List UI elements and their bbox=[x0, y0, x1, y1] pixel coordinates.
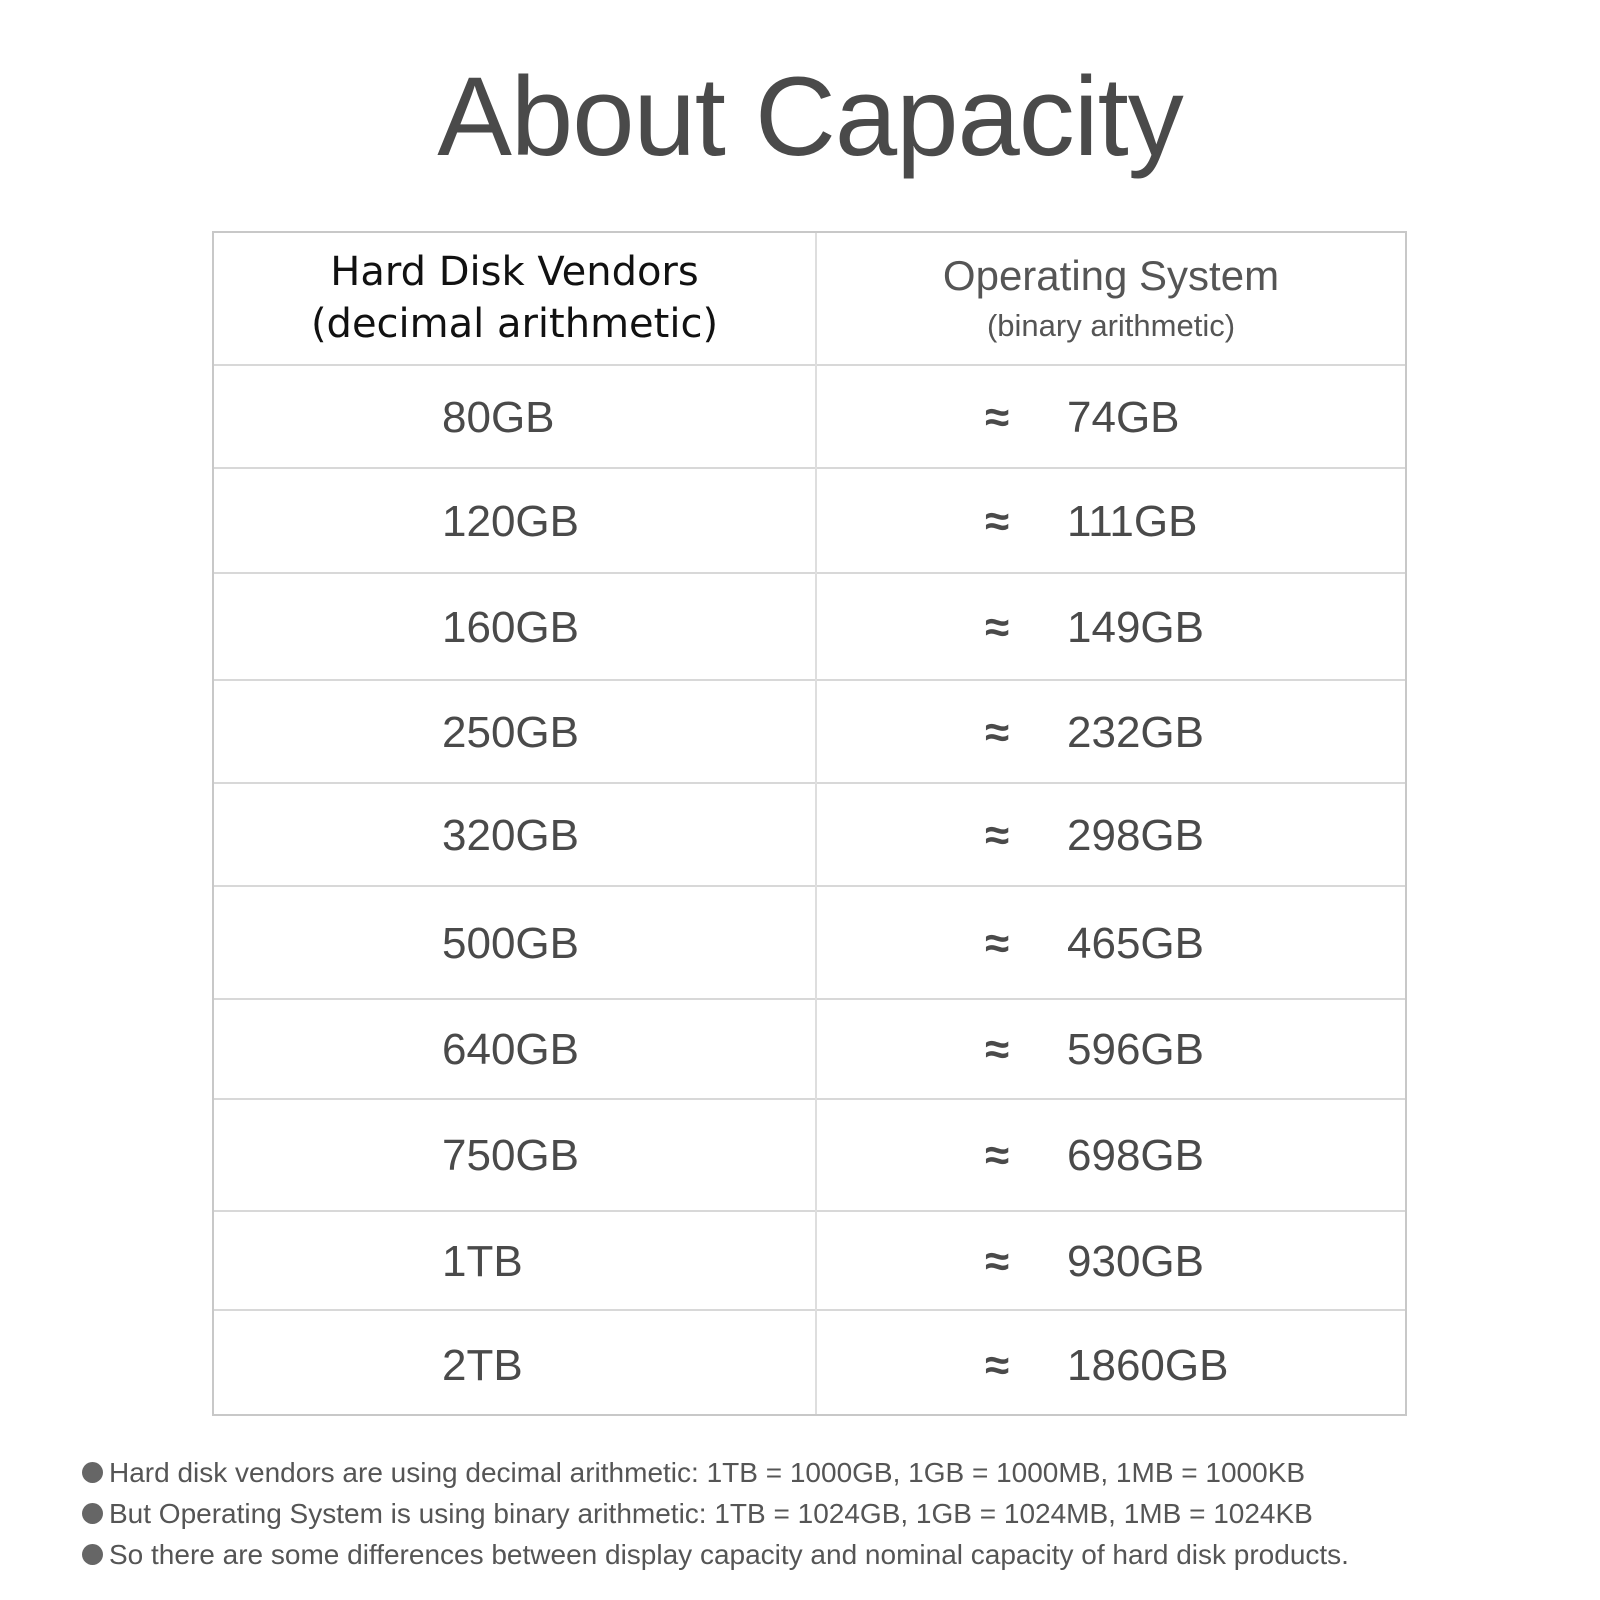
table-row: 640GB ≈596GB bbox=[214, 998, 1405, 1100]
approx-icon: ≈ bbox=[985, 1236, 1010, 1286]
note-item: But Operating System is using binary ari… bbox=[82, 1493, 1349, 1534]
approx-icon: ≈ bbox=[985, 810, 1010, 860]
approx-icon: ≈ bbox=[985, 1025, 1010, 1074]
capacity-table: Hard Disk Vendors (decimal arithmetic) O… bbox=[212, 231, 1407, 1416]
vendor-cell: 640GB bbox=[214, 1000, 815, 1100]
os-capacity: 596GB bbox=[1067, 1025, 1204, 1074]
bullet-icon bbox=[82, 1462, 103, 1483]
header-vendors-title: Hard Disk Vendors bbox=[330, 248, 699, 295]
vendor-capacity: 80GB bbox=[442, 392, 555, 442]
approx-icon: ≈ bbox=[985, 1131, 1010, 1180]
header-os-title: Operating System bbox=[942, 251, 1280, 299]
os-cell: ≈232GB bbox=[817, 681, 1405, 784]
vendor-cell: 160GB bbox=[214, 574, 815, 681]
table-row: 1TB ≈930GB bbox=[214, 1210, 1405, 1311]
vendor-cell: 80GB bbox=[214, 366, 815, 469]
note-text: But Operating System is using binary ari… bbox=[109, 1497, 1313, 1529]
approx-icon: ≈ bbox=[985, 1340, 1010, 1390]
vendor-cell: 750GB bbox=[214, 1100, 815, 1212]
os-capacity: 149GB bbox=[1067, 602, 1204, 652]
os-cell: ≈111GB bbox=[817, 469, 1405, 574]
os-capacity: 698GB bbox=[1067, 1131, 1204, 1180]
table-row: 2TB ≈1860GB bbox=[214, 1309, 1405, 1420]
vendor-cell: 1TB bbox=[214, 1212, 815, 1311]
vendor-capacity: 750GB bbox=[442, 1131, 579, 1180]
table-row: 250GB ≈232GB bbox=[214, 679, 1405, 784]
bullet-icon bbox=[82, 1544, 103, 1565]
note-text: Hard disk vendors are using decimal arit… bbox=[109, 1456, 1306, 1488]
vendor-cell: 500GB bbox=[214, 887, 815, 1000]
table-row: 160GB ≈149GB bbox=[214, 572, 1405, 681]
approx-icon: ≈ bbox=[985, 496, 1010, 546]
header-os-subtitle: (binary arithmetic) bbox=[986, 307, 1236, 343]
os-capacity: 1860GB bbox=[1067, 1340, 1229, 1390]
table-header: Hard Disk Vendors (decimal arithmetic) O… bbox=[214, 231, 1405, 364]
page-title: About Capacity bbox=[437, 54, 1184, 179]
os-cell: ≈465GB bbox=[817, 887, 1405, 1000]
notes-list: Hard disk vendors are using decimal arit… bbox=[82, 1452, 1349, 1575]
table-row: 120GB ≈111GB bbox=[214, 467, 1405, 574]
os-capacity: 298GB bbox=[1067, 810, 1204, 860]
column-divider bbox=[815, 233, 817, 1414]
os-cell: ≈74GB bbox=[817, 366, 1405, 469]
vendor-capacity: 250GB bbox=[442, 707, 579, 757]
vendor-cell: 2TB bbox=[214, 1311, 815, 1420]
vendor-cell: 250GB bbox=[214, 681, 815, 784]
os-cell: ≈298GB bbox=[817, 784, 1405, 887]
approx-icon: ≈ bbox=[985, 918, 1010, 968]
approx-icon: ≈ bbox=[985, 392, 1010, 442]
vendor-cell: 120GB bbox=[214, 469, 815, 574]
bullet-icon bbox=[82, 1503, 103, 1524]
os-cell: ≈930GB bbox=[817, 1212, 1405, 1311]
os-capacity: 930GB bbox=[1067, 1236, 1204, 1286]
os-cell: ≈149GB bbox=[817, 574, 1405, 681]
os-capacity: 232GB bbox=[1067, 707, 1204, 757]
os-cell: ≈596GB bbox=[817, 1000, 1405, 1100]
note-item: So there are some differences between di… bbox=[82, 1534, 1349, 1575]
os-cell: ≈1860GB bbox=[817, 1311, 1405, 1420]
vendor-cell: 320GB bbox=[214, 784, 815, 887]
table-row: 320GB ≈298GB bbox=[214, 782, 1405, 887]
vendor-capacity: 2TB bbox=[442, 1340, 523, 1390]
os-capacity: 465GB bbox=[1067, 918, 1204, 968]
note-item: Hard disk vendors are using decimal arit… bbox=[82, 1452, 1349, 1493]
header-vendors-subtitle: (decimal arithmetic) bbox=[310, 300, 719, 347]
vendor-capacity: 500GB bbox=[442, 918, 579, 968]
note-text: So there are some differences between di… bbox=[109, 1538, 1349, 1570]
table-row: 80GB ≈74GB bbox=[214, 364, 1405, 469]
header-vendors: Hard Disk Vendors (decimal arithmetic) bbox=[214, 231, 815, 364]
table-row: 500GB ≈465GB bbox=[214, 885, 1405, 1000]
vendor-capacity: 160GB bbox=[442, 602, 579, 652]
os-cell: ≈698GB bbox=[817, 1100, 1405, 1212]
approx-icon: ≈ bbox=[985, 707, 1010, 757]
vendor-capacity: 640GB bbox=[442, 1025, 579, 1074]
vendor-capacity: 120GB bbox=[442, 496, 579, 546]
vendor-capacity: 320GB bbox=[442, 810, 579, 860]
header-os: Operating System (binary arithmetic) bbox=[817, 231, 1405, 364]
approx-icon: ≈ bbox=[985, 602, 1010, 652]
os-capacity: 111GB bbox=[1067, 496, 1198, 546]
table-row: 750GB ≈698GB bbox=[214, 1098, 1405, 1212]
os-capacity: 74GB bbox=[1067, 392, 1180, 442]
vendor-capacity: 1TB bbox=[442, 1236, 523, 1286]
